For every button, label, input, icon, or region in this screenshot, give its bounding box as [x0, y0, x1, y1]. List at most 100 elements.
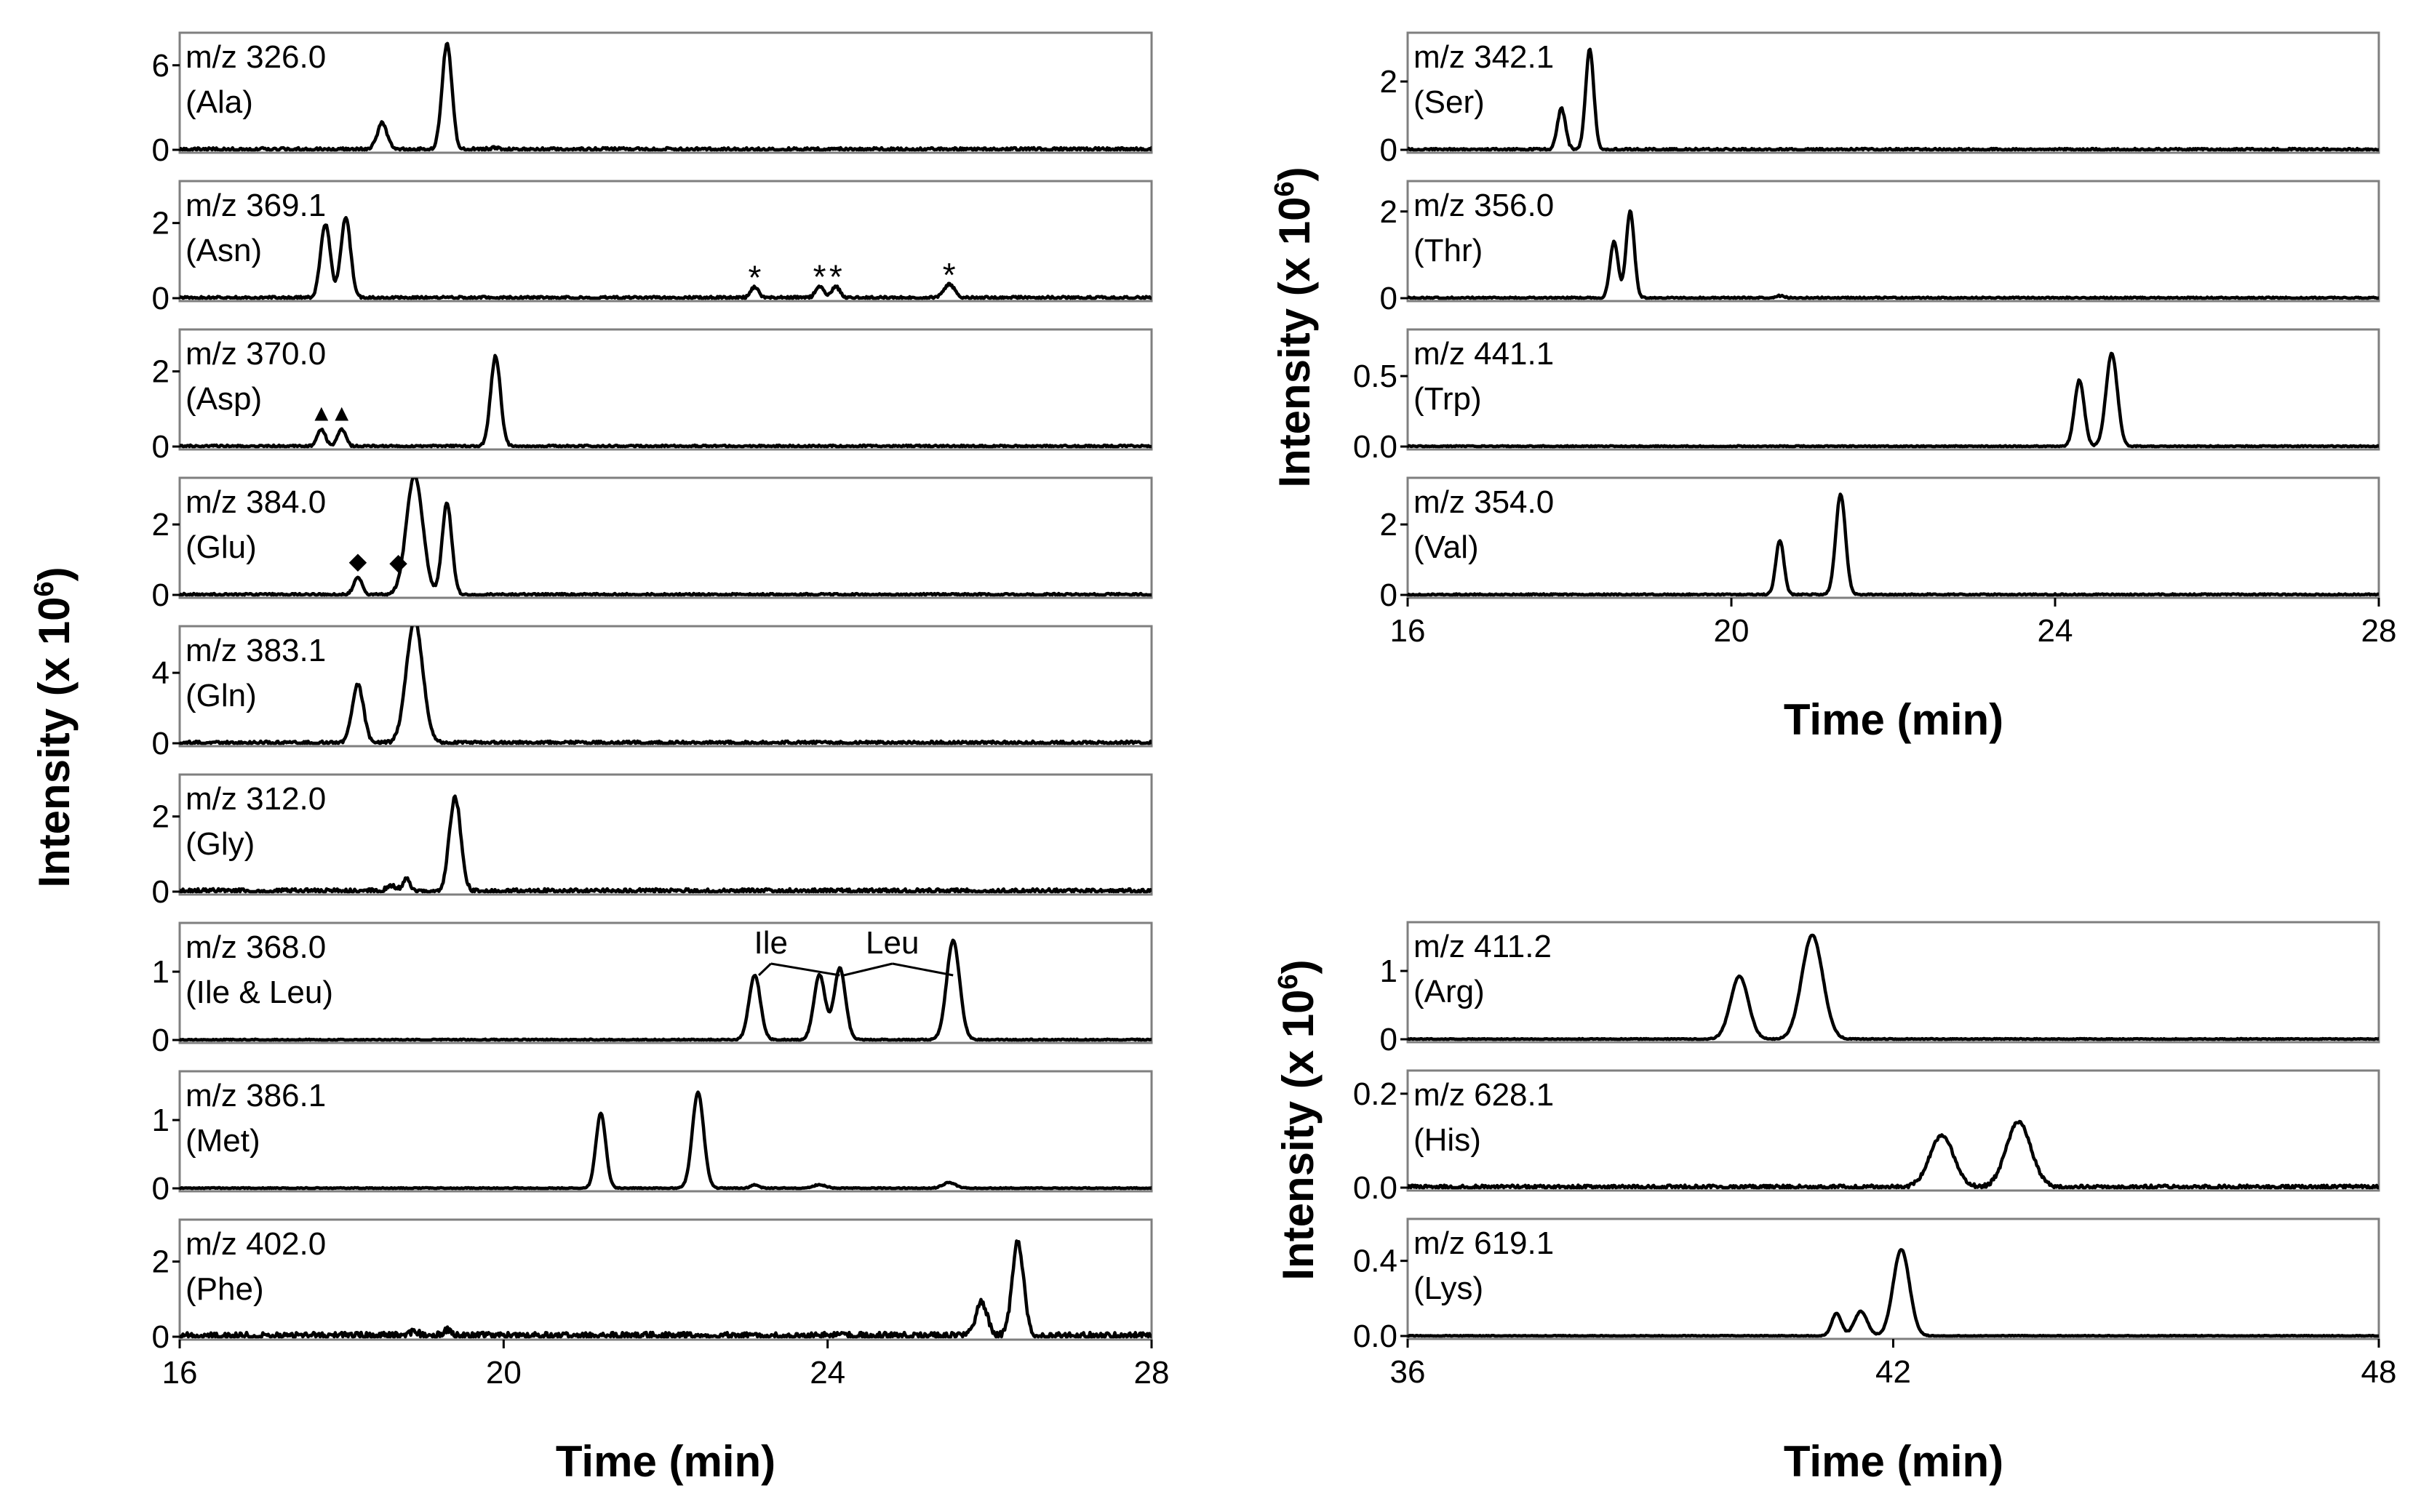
y-tick-label: 0.0 [1353, 1319, 1397, 1354]
peak-marker: * [749, 259, 762, 297]
y-tick-label: 0 [152, 726, 169, 761]
x-tick-label: 28 [2361, 613, 2397, 649]
amino-acid-label: (Ser) [1413, 84, 1485, 120]
annotation-leader [757, 962, 772, 977]
mz-label: m/z 370.0 [186, 336, 326, 372]
x-tick-label: 36 [1390, 1354, 1426, 1390]
panel-glu: 0 2 m/z 384.0 (Glu) ◆ ◆ [152, 476, 1153, 613]
x-axis-label-bottom-right: Time (min) [1784, 1437, 2003, 1486]
chromatogram-trace [180, 1239, 1152, 1339]
mz-label: m/z 342.1 [1413, 39, 1554, 75]
y-tick-label: 2 [152, 507, 169, 543]
amino-acid-label: (Glu) [186, 529, 257, 565]
panel-ileleu: 0 1 m/z 368.0 (Ile & Leu) Ile Leu [152, 921, 1153, 1058]
y-tick-label: 4 [152, 655, 169, 691]
mz-label: m/z 402.0 [186, 1226, 326, 1262]
panel-frame [178, 921, 1153, 1044]
mz-label: m/z 383.1 [186, 633, 326, 668]
x-tick-label: 24 [810, 1355, 845, 1391]
amino-acid-label: (Asp) [186, 381, 262, 417]
y-axis-label-left: Intensity (x 106) [29, 567, 79, 887]
chart-group-left: Intensity (x 106) Time (min) 0 6 m/z 326.0… [29, 31, 1170, 1486]
panel-gly: 0 2 m/z 312.0 (Gly) [152, 773, 1153, 910]
panel-gln: 0 4 m/z 383.1 (Gln) [152, 625, 1153, 761]
peak-annotation: Ile [754, 925, 787, 961]
y-tick-label: 2 [152, 354, 169, 390]
panel-arg: 0 1 m/z 411.2 (Arg) [1380, 921, 2380, 1057]
panel-asn: 02m/z 369.1(Asn)* * * * [152, 180, 1153, 316]
amino-acid-label: (Met) [186, 1123, 260, 1159]
y-tick-label: 1 [152, 954, 169, 990]
mz-label: m/z 619.1 [1413, 1225, 1554, 1261]
panel-ala: 0 6 m/z 326.0 (Ala) [152, 31, 1153, 168]
y-tick-label: 0 [152, 874, 169, 910]
panel-val: 0 2 m/z 354.0 (Val) 16 20 24 28 [1380, 476, 2397, 649]
x-tick-label: 28 [1134, 1355, 1170, 1391]
x-tick-label: 42 [1875, 1354, 1911, 1390]
amino-acid-label: (Ala) [186, 84, 253, 120]
panel-lys: 0.0 0.4 m/z 619.1 (Lys) 36 42 48 [1353, 1217, 2397, 1390]
amino-acid-label: (Thr) [1413, 233, 1483, 268]
amino-acid-label: (Val) [1413, 529, 1479, 565]
panel-frame [1406, 1069, 2380, 1192]
x-tick-label: 16 [162, 1355, 198, 1391]
y-tick-label: 2 [152, 206, 169, 241]
y-tick-label: 0 [152, 1023, 169, 1058]
peak-marker: ◆ [389, 549, 407, 575]
y-tick-label: 1 [1380, 953, 1397, 989]
amino-acid-label: (Gly) [186, 826, 255, 862]
chromatogram-trace [1408, 351, 2379, 449]
y-tick-label: 2 [1380, 194, 1397, 230]
y-tick-label: 0.4 [1353, 1244, 1397, 1279]
mz-label: m/z 356.0 [1413, 188, 1554, 223]
x-axis-label-left: Time (min) [556, 1437, 775, 1486]
amino-acid-label: (Lys) [1413, 1271, 1483, 1306]
panel-phe: 0 2 m/z 402.0 (Phe) 16 20 24 28 [152, 1218, 1170, 1391]
y-tick-label: 6 [152, 48, 169, 84]
panel-thr: 0 2 m/z 356.0 (Thr) [1380, 180, 2380, 316]
amino-acid-label: (Asn) [186, 233, 262, 268]
mz-label: m/z 369.1 [186, 188, 326, 223]
y-tick-label: 2 [1380, 64, 1397, 100]
panel-frame [178, 31, 1153, 154]
mz-label: m/z 312.0 [186, 781, 326, 817]
y-tick-label: 0 [1380, 577, 1397, 613]
panel-his: 0.0 0.2 m/z 628.1 (His) [1353, 1069, 2380, 1206]
panel-frame [178, 1070, 1153, 1193]
y-tick-label: 0 [152, 132, 169, 168]
peak-marker: ▲ [330, 400, 354, 426]
amino-acid-label: (Phe) [186, 1271, 264, 1307]
annotation-leader [770, 962, 840, 977]
chromatogram-trace [180, 794, 1152, 894]
amino-acid-label: (Trp) [1413, 381, 1482, 417]
chromatogram-trace [1408, 1119, 2379, 1190]
x-axis-label-top-right: Time (min) [1784, 695, 2003, 744]
chromatogram-trace [180, 41, 1152, 152]
amino-acid-label: (Gln) [186, 678, 257, 713]
annotation-leader [892, 962, 954, 977]
y-tick-label: 2 [152, 799, 169, 835]
y-tick-label: 0 [1380, 1022, 1397, 1057]
peak-marker: * [813, 257, 826, 295]
y-tick-label: 0 [152, 429, 169, 465]
panel-stack-bottom-right: 01m/z 411.2(Arg)0.00.2 m/z 628.1(His)0.00… [1353, 921, 2397, 1390]
x-tick-label: 48 [2361, 1354, 2397, 1390]
y-tick-label: 0.5 [1353, 359, 1397, 394]
chart-group-bottom-right: Intensity (x 106) Time (min) 0 1 m/z 411.2… [1273, 921, 2397, 1486]
peak-marker: * [943, 256, 956, 294]
chromatogram-trace [180, 626, 1152, 745]
y-axis-label-bottom-right: Intensity (x 106) [1273, 959, 1323, 1280]
y-tick-label: 0 [152, 1319, 169, 1355]
amino-acid-label: (Arg) [1413, 974, 1485, 1009]
y-tick-label: 2 [152, 1244, 169, 1280]
mz-label: m/z 354.0 [1413, 484, 1554, 520]
chromatogram-trace [180, 1090, 1152, 1191]
chromatogram-trace [1408, 47, 2379, 152]
y-tick-label: 0 [1380, 281, 1397, 316]
chromatogram-trace [180, 938, 1152, 1042]
y-tick-label: 0.2 [1353, 1076, 1397, 1112]
x-tick-label: 16 [1390, 613, 1426, 649]
peak-marker: ◆ [349, 548, 367, 574]
panel-frame [178, 625, 1153, 748]
x-tick-label: 20 [486, 1355, 522, 1391]
